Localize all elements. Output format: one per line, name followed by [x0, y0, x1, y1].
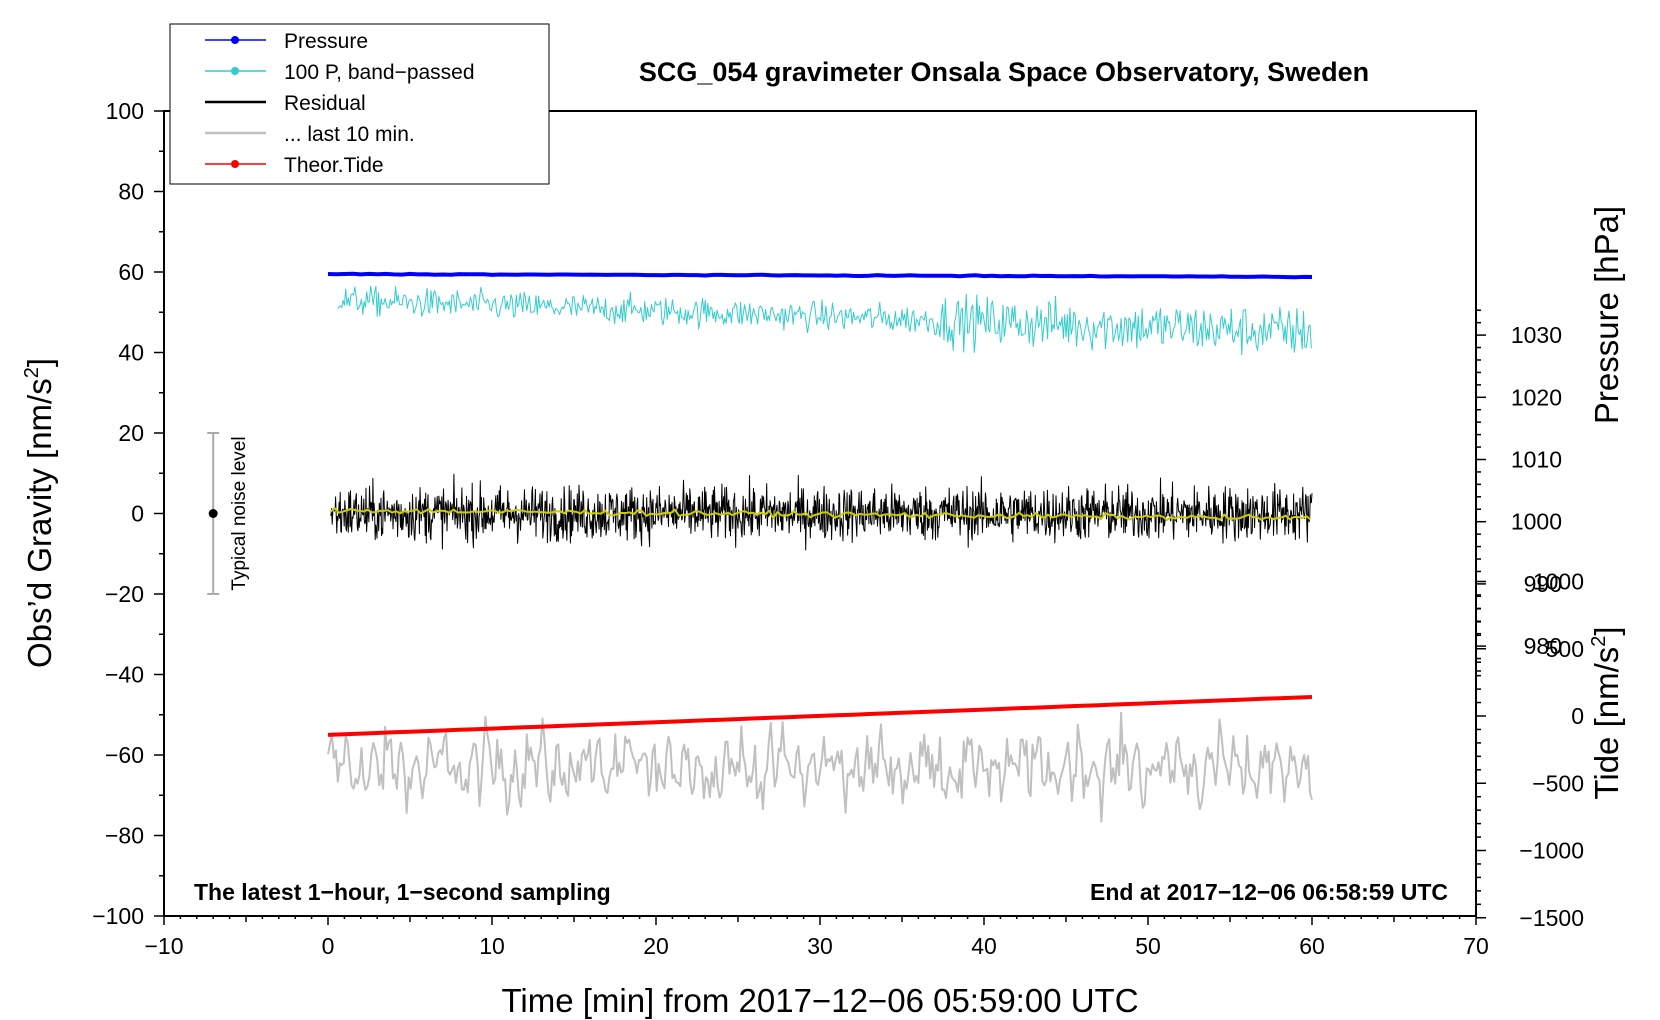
x-tick-label: 40: [971, 933, 997, 959]
pressure-tick-label: 1020: [1511, 384, 1562, 410]
legend-label: Theor.Tide: [284, 154, 384, 177]
legend-entry-last10: ... last 10 min.: [205, 123, 415, 146]
pressure-axis-title: Pressure [hPa]: [1588, 206, 1625, 424]
pressure-tick-label: 1010: [1511, 447, 1562, 473]
legend-label: 100 P, band−passed: [284, 61, 475, 84]
tide-tick-label: 0: [1571, 703, 1584, 729]
tide-tick-label: −1000: [1519, 838, 1584, 864]
y-left-tick-label: −100: [92, 903, 144, 929]
x-tick-label: 30: [807, 933, 833, 959]
tide-axis-title-sup: 2: [1588, 636, 1610, 647]
last-10-min-series: [327, 711, 1313, 823]
legend-entry-pressure: Pressure: [205, 30, 368, 53]
x-tick-label: 50: [1135, 933, 1161, 959]
y-left-axis-title: Obs’d Gravity [nm/s2]: [21, 358, 58, 668]
legend: Pressure 100 P, band−passed Residual ...…: [169, 23, 550, 185]
tide-series: [327, 695, 1313, 737]
x-tick-labels: −10 0 10 20 30 40 50 60 70: [144, 933, 1488, 959]
y-left-tick-label: 20: [118, 420, 144, 446]
y-left-tick-label: 60: [118, 259, 144, 285]
tick-marks: [154, 110, 1486, 925]
tide-tick-labels: 1000 500 0 −500 −1000 −1500: [1519, 569, 1584, 931]
residual-smoothed-series: [329, 507, 1312, 521]
bandpassed-pressure-series: [337, 285, 1312, 356]
y-left-tick-label: 100: [106, 98, 144, 124]
legend-marker: [231, 160, 239, 168]
tide-tick-label: 1000: [1533, 569, 1584, 595]
x-tick-label: 0: [322, 933, 335, 959]
y-left-tick-label: −80: [105, 823, 144, 849]
y-left-tick-label: 0: [131, 501, 144, 527]
y-left-tick-label: −60: [105, 742, 144, 768]
x-tick-label: 70: [1463, 933, 1489, 959]
x-tick-label: 10: [479, 933, 505, 959]
y-left-tick-labels: 100 80 60 40 20 0 −20 −40 −60 −80 −100: [92, 98, 144, 929]
noise-center-dot: [208, 509, 218, 518]
legend-entry-residual: Residual: [205, 92, 366, 115]
tide-axis-title-end: ]: [1588, 626, 1625, 635]
legend-entry-bandpassed: 100 P, band−passed: [205, 61, 475, 84]
legend-label: Residual: [284, 92, 366, 115]
legend-entry-tide: Theor.Tide: [205, 154, 384, 177]
y-left-tick-label: 80: [118, 179, 144, 205]
legend-label: ... last 10 min.: [284, 123, 415, 146]
noise-label: Typical noise level: [229, 436, 250, 590]
noise-level-indicator: Typical noise level: [207, 432, 250, 595]
end-time-note: End at 2017−12−06 06:58:59 UTC: [1090, 879, 1448, 905]
legend-label: Pressure: [284, 30, 368, 53]
x-tick-label: 20: [643, 933, 669, 959]
x-axis-title: Time [min] from 2017−12−06 05:59:00 UTC: [501, 982, 1138, 1019]
y-left-tick-label: 40: [118, 340, 144, 366]
legend-box: [169, 23, 550, 185]
y-left-axis-title-sup: 2: [21, 367, 43, 378]
legend-marker: [231, 67, 239, 75]
tide-axis-title-main: Tide [nm/s: [1588, 647, 1625, 800]
pressure-tick-label: 1000: [1511, 509, 1562, 535]
residual-series: [330, 473, 1313, 551]
pressure-tick-label: 980: [1524, 633, 1562, 659]
pressure-tick-label: 990: [1524, 571, 1562, 597]
y-left-tick-label: −20: [105, 581, 144, 607]
y-left-axis-title-main: Obs’d Gravity [nm/s: [21, 378, 58, 668]
y-left-tick-label: −40: [105, 662, 144, 688]
pressure-tick-label: 1030: [1511, 322, 1562, 348]
tide-axis-title: Tide [nm/s2]: [1588, 626, 1625, 799]
legend-marker: [231, 36, 239, 44]
tide-tick-label: 500: [1546, 636, 1584, 662]
y-left-axis-title-end: ]: [21, 358, 58, 367]
tide-tick-label: −1500: [1519, 905, 1584, 931]
pressure-series: [327, 271, 1313, 280]
tide-tick-label: −500: [1532, 770, 1584, 796]
sampling-note: The latest 1−hour, 1−second sampling: [194, 879, 611, 905]
chart-title: SCG_054 gravimeter Onsala Space Observat…: [639, 57, 1369, 87]
data-series: [327, 271, 1313, 823]
pressure-tick-labels: 1030 1020 1010 1000 990 980: [1511, 322, 1562, 659]
x-tick-label: −10: [144, 933, 183, 959]
x-tick-label: 60: [1299, 933, 1325, 959]
